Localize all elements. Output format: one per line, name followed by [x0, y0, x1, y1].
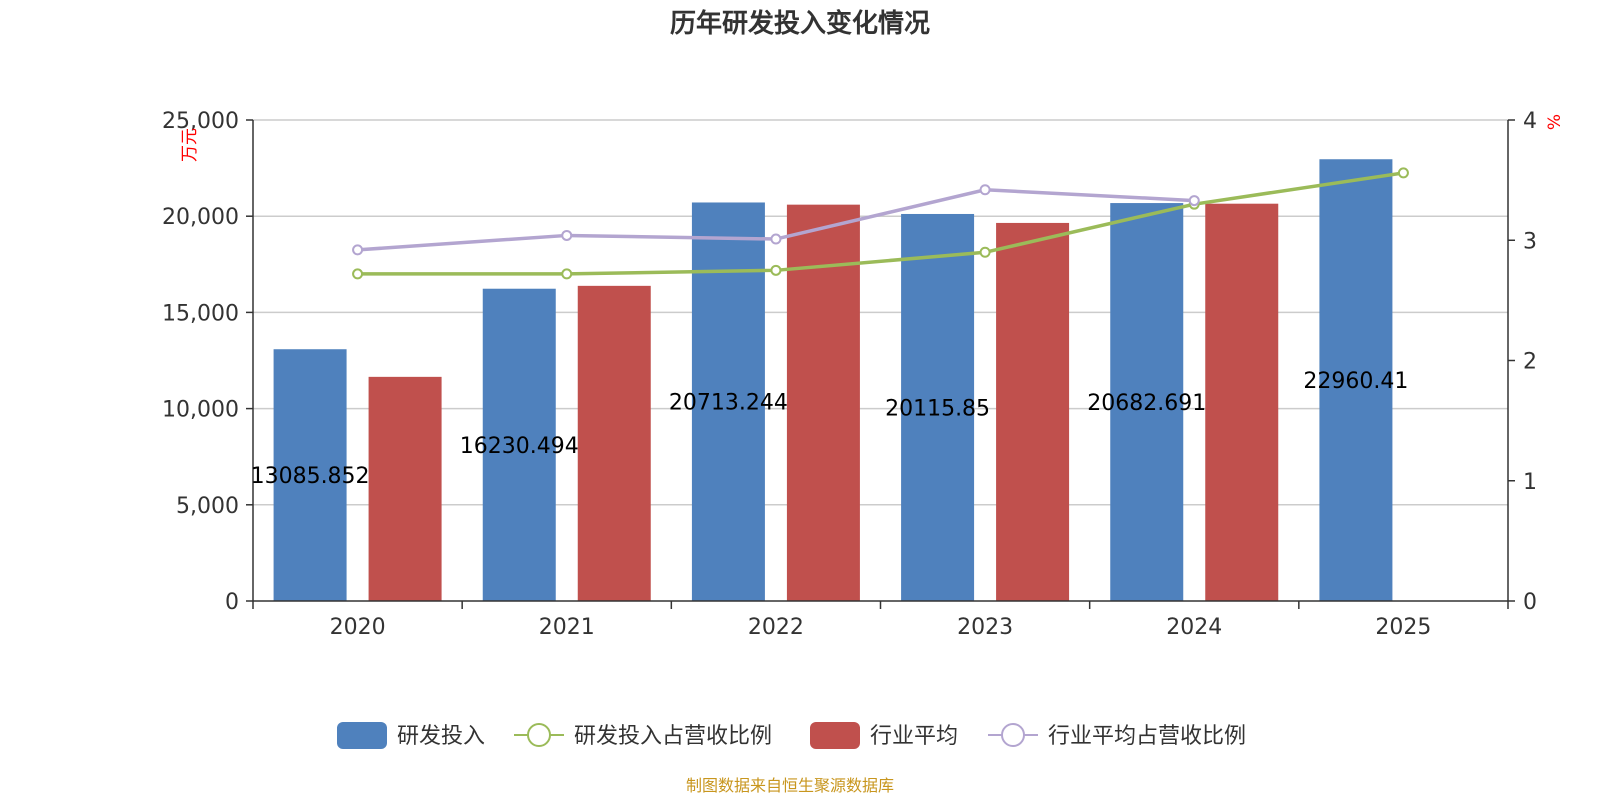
- legend-swatch-bar: [337, 722, 387, 749]
- data-labels: 13085.852 16230.494 20713.244 20115.85 20682…: [251, 369, 1409, 489]
- legend: 研发投入 研发投入占营收比例 行业平均 行业平均占营收比例: [337, 722, 1246, 749]
- line-point: [352, 268, 364, 280]
- y-left-tick-label: 10,000: [162, 398, 239, 423]
- line-point: [1397, 167, 1409, 179]
- bar-rd-investment: [482, 288, 556, 601]
- y-left-unit: 万元: [180, 128, 200, 162]
- bar-rd-investment: [1319, 159, 1393, 602]
- line-point: [561, 229, 573, 241]
- legend-swatch-bar: [810, 722, 860, 749]
- y-right-tick-label: 4: [1523, 109, 1537, 134]
- line-point: [979, 246, 991, 258]
- bar-rd-investment: [273, 349, 347, 601]
- legend-swatch-marker: [1001, 723, 1025, 747]
- line-marks: [352, 167, 1409, 280]
- data-label: 20713.244: [669, 391, 788, 416]
- line-point: [979, 184, 991, 196]
- bar-industry-average: [996, 222, 1070, 601]
- legend-label: 行业平均占营收比例: [1048, 724, 1246, 749]
- axes: 0 5,000 10,000 15,000 20,000 25,000 0 1 2 3 4 2020 2…: [162, 109, 1537, 640]
- line-point: [352, 244, 364, 256]
- legend-label: 研发投入: [397, 724, 485, 749]
- x-tick-label: 2024: [1166, 615, 1222, 640]
- bar-rd-investment: [691, 202, 765, 602]
- y-left-tick-label: 0: [225, 590, 239, 615]
- bar-marks: [273, 159, 1393, 602]
- line-point: [561, 268, 573, 280]
- data-label: 13085.852: [251, 464, 370, 489]
- y-left-tick-label: 25,000: [162, 109, 239, 134]
- legend-label: 行业平均: [870, 724, 958, 749]
- line-point: [770, 264, 782, 276]
- line-point: [770, 233, 782, 245]
- y-left-tick-label: 20,000: [162, 205, 239, 230]
- bar-industry-average: [1205, 203, 1279, 601]
- legend-swatch-marker: [527, 723, 551, 747]
- bar-industry-average: [786, 204, 860, 601]
- y-right-tick-label: 3: [1523, 229, 1537, 254]
- data-label: 22960.41: [1303, 369, 1408, 394]
- y-right-tick-label: 0: [1523, 590, 1537, 615]
- source-note: 制图数据来自恒生聚源数据库: [686, 776, 894, 795]
- line-point: [1188, 195, 1200, 207]
- gridlines: [253, 119, 1508, 506]
- y-left-tick-label: 5,000: [176, 494, 239, 519]
- y-right-unit: %: [1545, 114, 1565, 130]
- chart-title: 历年研发投入变化情况: [670, 8, 930, 39]
- bar-industry-average: [368, 376, 442, 601]
- x-tick-label: 2022: [748, 615, 804, 640]
- bar-rd-investment: [901, 213, 975, 601]
- x-tick-label: 2023: [957, 615, 1013, 640]
- legend-label: 研发投入占营收比例: [574, 724, 772, 749]
- x-tick-label: 2021: [539, 615, 595, 640]
- bar-rd-investment: [1110, 203, 1184, 602]
- data-label: 16230.494: [460, 434, 579, 459]
- y-right-tick-label: 2: [1523, 350, 1537, 375]
- data-label: 20115.85: [885, 396, 990, 421]
- line-series-1: [357, 171, 1404, 276]
- y-left-tick-label: 15,000: [162, 301, 239, 326]
- y-right-tick-label: 1: [1523, 470, 1537, 495]
- x-tick-label: 2020: [330, 615, 386, 640]
- bar-industry-average: [577, 285, 651, 601]
- x-tick-label: 2025: [1375, 615, 1431, 640]
- data-label: 20682.691: [1087, 391, 1206, 416]
